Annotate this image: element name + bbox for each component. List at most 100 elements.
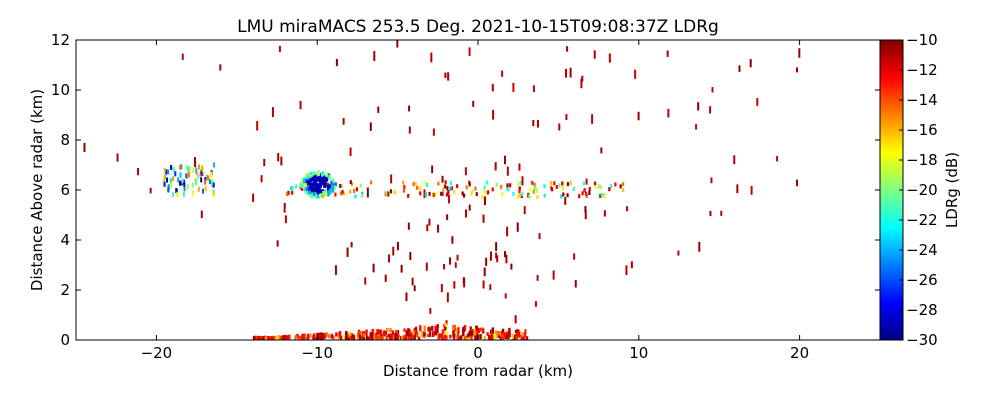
ldr-point (362, 336, 365, 340)
ldr-point (558, 123, 561, 131)
ldr-point (443, 263, 446, 270)
ldr-point (352, 189, 356, 194)
ldr-point (407, 193, 410, 198)
ldr-point (305, 173, 308, 178)
ldr-point (469, 326, 472, 333)
ldr-point (709, 106, 712, 114)
ldr-point (326, 185, 330, 190)
ldr-point (324, 333, 327, 338)
ldr-point (516, 332, 519, 337)
ldr-point (185, 173, 188, 179)
ldr-point (464, 167, 467, 176)
ldr-point (205, 174, 208, 180)
ldr-point (481, 327, 484, 332)
ldr-point (170, 164, 173, 170)
ldr-point (456, 336, 459, 340)
ldr-point (565, 68, 568, 78)
ldr-point (495, 242, 498, 251)
ldr-point (456, 254, 459, 261)
ldr-point (543, 184, 546, 189)
ldr-point (585, 191, 588, 196)
ldr-point (381, 336, 384, 340)
colorbar-tick-label: −26 (906, 271, 938, 289)
ldr-point (608, 53, 611, 63)
ldr-point (572, 186, 575, 191)
ldr-point (458, 336, 461, 340)
ldr-point (296, 334, 299, 339)
ldr-point (334, 182, 337, 187)
ldr-point (500, 184, 503, 189)
ldr-point (211, 180, 214, 186)
ldr-point (317, 185, 320, 190)
ldr-point (408, 336, 412, 340)
ldr-point (409, 252, 412, 261)
ldr-point (483, 267, 486, 277)
ldr-point (181, 178, 184, 184)
ldr-point (580, 78, 583, 89)
ldr-point (447, 72, 450, 81)
ldr-point (356, 334, 360, 340)
ldr-point (463, 193, 466, 198)
ldr-point (459, 335, 463, 339)
ldr-point (518, 186, 521, 191)
ldr-point (506, 166, 509, 176)
y-tick-label: 8 (60, 131, 70, 149)
ldr-point (431, 325, 434, 331)
ldr-point (591, 114, 594, 124)
ldr-point (555, 184, 558, 189)
ldr-point (506, 226, 509, 237)
ldr-point (385, 335, 388, 340)
ldr-point (291, 186, 294, 191)
ldr-point (301, 186, 304, 191)
ldr-point (137, 167, 140, 176)
ldr-point (749, 59, 752, 68)
ldr-point (337, 334, 340, 340)
ldr-point (479, 327, 482, 332)
ldr-point (284, 215, 287, 224)
ldr-point (448, 194, 451, 204)
ldr-point (326, 192, 330, 197)
ldr-point (295, 184, 298, 189)
ldr-point (212, 182, 215, 188)
ldr-point (461, 191, 464, 196)
ldr-point (387, 333, 391, 338)
ldr-point (698, 241, 701, 252)
ldr-point (441, 329, 444, 334)
ldr-point (345, 331, 348, 336)
ldr-point (518, 163, 521, 171)
ldr-point (535, 188, 539, 193)
ldr-point (534, 185, 537, 190)
ldr-point (582, 181, 585, 186)
ldr-point (275, 336, 278, 340)
ldr-point (483, 335, 486, 340)
ldr-point (313, 176, 316, 181)
ldr-point (403, 328, 406, 332)
ldr-point (566, 182, 570, 187)
ldr-point (437, 224, 440, 233)
ldr-point (423, 332, 426, 337)
ldr-point (490, 335, 494, 339)
ldr-point (600, 192, 603, 197)
ldr-point (416, 185, 419, 190)
ldr-point (313, 187, 317, 192)
ldr-point (449, 257, 452, 265)
ldr-point (367, 336, 370, 340)
ldr-point (536, 119, 539, 128)
ldr-point (552, 270, 555, 280)
ldr-point (442, 336, 445, 340)
ldr-point (447, 190, 450, 195)
ldr-point (167, 169, 170, 175)
ldr-point (472, 100, 475, 107)
ldr-point (522, 336, 525, 340)
ldr-point (414, 332, 417, 337)
ldr-point (413, 285, 416, 292)
ldr-point (445, 330, 449, 336)
ldr-point (506, 187, 510, 192)
ldr-point (260, 175, 263, 183)
ldr-point (376, 336, 379, 340)
ldr-point (283, 202, 286, 208)
ldr-point (456, 184, 459, 189)
ldr-point (379, 336, 382, 340)
ldr-point (497, 331, 500, 336)
ldr-point (711, 87, 714, 93)
